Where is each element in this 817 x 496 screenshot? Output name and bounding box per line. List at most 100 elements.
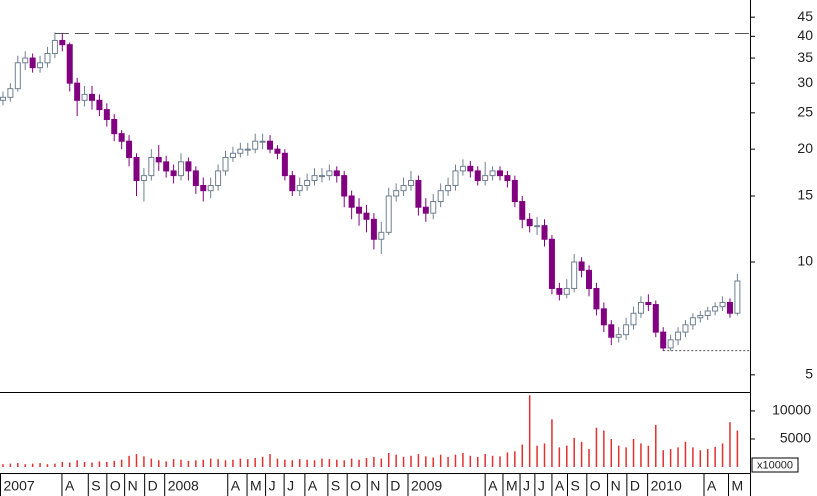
candle-body bbox=[467, 165, 474, 172]
candle-body bbox=[630, 312, 637, 326]
candle-body bbox=[59, 39, 66, 46]
volume-bar bbox=[269, 454, 271, 467]
candle-body bbox=[689, 317, 696, 326]
candle-body bbox=[148, 157, 155, 177]
volume-bar bbox=[306, 459, 308, 467]
y-tick-label: 5 bbox=[805, 366, 813, 382]
volume-bar bbox=[684, 441, 687, 467]
candle-body bbox=[14, 62, 21, 90]
candle-body bbox=[712, 306, 719, 312]
candle-body bbox=[326, 170, 333, 177]
volume-bar bbox=[39, 463, 41, 467]
volume-bar bbox=[365, 458, 368, 467]
candle-body bbox=[415, 179, 422, 208]
candle-body bbox=[88, 93, 95, 101]
candle-body bbox=[652, 304, 659, 333]
x-tick-label: J bbox=[287, 478, 294, 494]
candle-body bbox=[341, 175, 348, 197]
volume-bar bbox=[410, 455, 412, 467]
x-tick-label: O bbox=[590, 478, 601, 494]
volume-bar bbox=[603, 430, 605, 467]
candle-body bbox=[719, 301, 726, 308]
volume-bar bbox=[714, 446, 716, 467]
volume-bar bbox=[706, 449, 709, 467]
volume-bar bbox=[632, 438, 635, 467]
candle-body bbox=[74, 82, 81, 101]
candle-body bbox=[734, 280, 741, 314]
candle-body bbox=[400, 184, 407, 192]
candle-body bbox=[126, 140, 133, 159]
candle-body bbox=[200, 184, 207, 192]
x-tick-label: S bbox=[571, 478, 580, 494]
volume-bar bbox=[655, 424, 657, 467]
y-tick-label: 30 bbox=[797, 74, 813, 90]
candle-body bbox=[222, 157, 229, 172]
candle-body bbox=[489, 170, 496, 177]
volume-bar bbox=[425, 456, 427, 467]
candle-body bbox=[207, 184, 214, 192]
volume-bar bbox=[98, 461, 101, 467]
volume-bar bbox=[588, 449, 590, 467]
volume-bar bbox=[373, 456, 375, 467]
volume-bar bbox=[387, 452, 390, 467]
candle-body bbox=[304, 179, 311, 186]
volume-bar bbox=[506, 452, 509, 467]
volume-bar bbox=[24, 464, 26, 467]
candle-body bbox=[704, 310, 711, 316]
candle-body bbox=[534, 225, 541, 228]
x-tick-label: J bbox=[523, 478, 530, 494]
volume-bar bbox=[417, 454, 420, 467]
candle-body bbox=[667, 339, 674, 349]
volume-bar bbox=[180, 459, 182, 467]
volume-bar bbox=[284, 459, 286, 467]
candle-body bbox=[378, 231, 385, 240]
volume-bar bbox=[209, 458, 212, 467]
candle-body bbox=[504, 175, 511, 181]
volume-bar bbox=[729, 422, 731, 467]
volume-bar bbox=[298, 459, 301, 467]
volume-bar bbox=[699, 450, 702, 467]
volume-bar bbox=[9, 463, 12, 467]
volume-bar bbox=[328, 459, 331, 467]
volume-bar bbox=[640, 443, 642, 467]
volume-bar bbox=[580, 441, 583, 467]
candle-body bbox=[541, 225, 548, 240]
candle-body bbox=[66, 44, 73, 84]
volume-bar bbox=[31, 463, 34, 467]
volume-bar bbox=[232, 459, 234, 467]
candle-body bbox=[645, 301, 652, 306]
volume-bar bbox=[17, 463, 19, 467]
candle-body bbox=[511, 179, 518, 203]
x-tick-label: S bbox=[91, 478, 100, 494]
volume-bar bbox=[521, 444, 524, 467]
volume-tick-label: 10000 bbox=[772, 402, 811, 418]
volume-bar bbox=[68, 462, 71, 467]
candle-body bbox=[333, 170, 340, 177]
volume-bar bbox=[514, 451, 516, 467]
x-tick-label: A bbox=[308, 478, 318, 494]
candle-body bbox=[296, 184, 303, 192]
candle-body bbox=[155, 157, 162, 163]
volume-bar bbox=[432, 457, 434, 467]
candle-body bbox=[407, 179, 414, 186]
volume-bar bbox=[536, 445, 538, 467]
volume-bar bbox=[617, 445, 620, 467]
candle-body bbox=[571, 261, 578, 289]
volume-bar bbox=[247, 459, 249, 467]
candle-body bbox=[482, 175, 489, 181]
candle-body bbox=[118, 133, 125, 142]
volume-bar bbox=[54, 463, 56, 467]
x-tick-label: 2010 bbox=[651, 478, 682, 494]
volume-bar bbox=[120, 459, 123, 467]
x-tick-label: N bbox=[128, 478, 138, 494]
y-tick-label: 40 bbox=[797, 27, 813, 43]
volume-bar bbox=[313, 460, 316, 467]
candle-body bbox=[422, 206, 429, 214]
x-tick-label: A bbox=[707, 478, 717, 494]
volume-bar bbox=[83, 461, 86, 467]
volume-bar bbox=[350, 458, 353, 467]
x-tick-label: O bbox=[110, 478, 121, 494]
candle-body bbox=[237, 148, 244, 154]
